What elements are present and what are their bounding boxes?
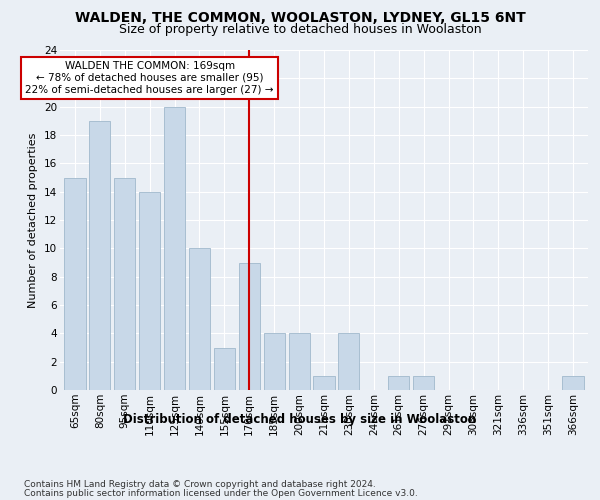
Text: Size of property relative to detached houses in Woolaston: Size of property relative to detached ho… [119, 22, 481, 36]
Bar [388, 376, 409, 390]
Bar [263, 334, 285, 390]
Bar [239, 262, 260, 390]
Bar [313, 376, 335, 390]
Bar [214, 348, 235, 390]
Bar [413, 376, 434, 390]
Text: Distribution of detached houses by size in Woolaston: Distribution of detached houses by size … [124, 412, 476, 426]
Bar [338, 334, 359, 390]
Bar [64, 178, 86, 390]
Bar [89, 121, 110, 390]
Bar [189, 248, 210, 390]
Text: Contains HM Land Registry data © Crown copyright and database right 2024.: Contains HM Land Registry data © Crown c… [24, 480, 376, 489]
Text: Contains public sector information licensed under the Open Government Licence v3: Contains public sector information licen… [24, 488, 418, 498]
Bar [562, 376, 584, 390]
Bar [139, 192, 160, 390]
Y-axis label: Number of detached properties: Number of detached properties [28, 132, 38, 308]
Text: WALDEN, THE COMMON, WOOLASTON, LYDNEY, GL15 6NT: WALDEN, THE COMMON, WOOLASTON, LYDNEY, G… [74, 11, 526, 25]
Text: WALDEN THE COMMON: 169sqm
← 78% of detached houses are smaller (95)
22% of semi-: WALDEN THE COMMON: 169sqm ← 78% of detac… [25, 62, 274, 94]
Bar [164, 106, 185, 390]
Bar [289, 334, 310, 390]
Bar [114, 178, 136, 390]
